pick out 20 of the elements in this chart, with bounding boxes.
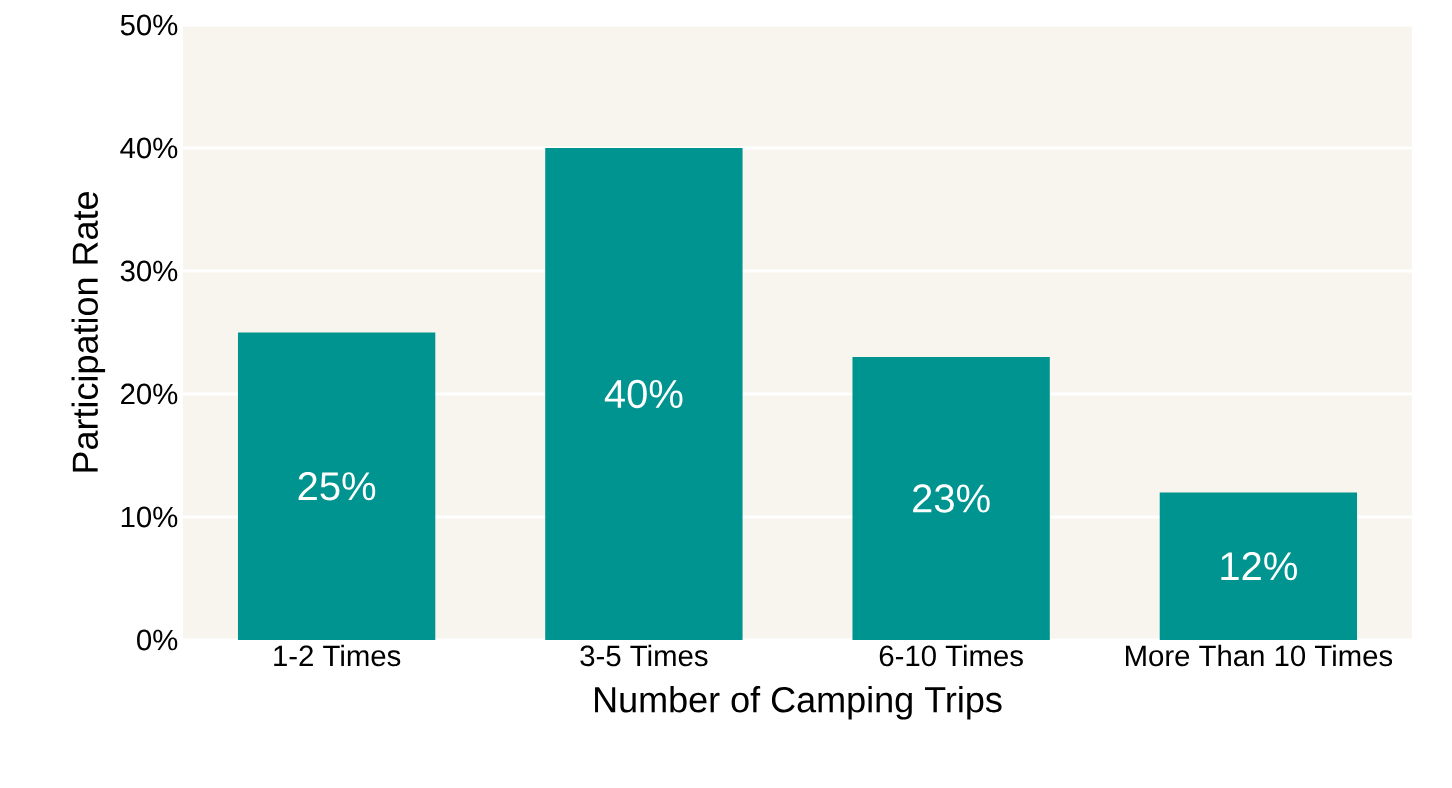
bar [852,357,1050,640]
bar [545,147,743,640]
x-tick-label: 6-10 Times [879,644,1023,667]
data-label: 12% [1221,552,1297,581]
data-label: 25% [298,472,376,501]
bar [237,332,436,640]
y-tick-label: 50% [120,14,178,36]
data-label: 23% [913,484,990,513]
y-axis-title: Participation Rate [71,192,106,472]
x-tick-label: More Than 10 Times [1126,644,1393,667]
x-axis-title: Number of Camping Trips [595,686,1002,720]
y-tick-label: 20% [121,383,178,405]
x-tick-label: 3-5 Times [580,644,708,667]
y-tick-label: 10% [121,506,178,528]
x-tick-label: 1-2 Times [274,644,401,667]
y-tick-label: 0% [137,629,178,651]
data-label: 40% [604,379,683,409]
y-tick-label: 30% [120,260,178,282]
y-tick-label: 40% [120,137,178,159]
bar [1159,492,1358,640]
